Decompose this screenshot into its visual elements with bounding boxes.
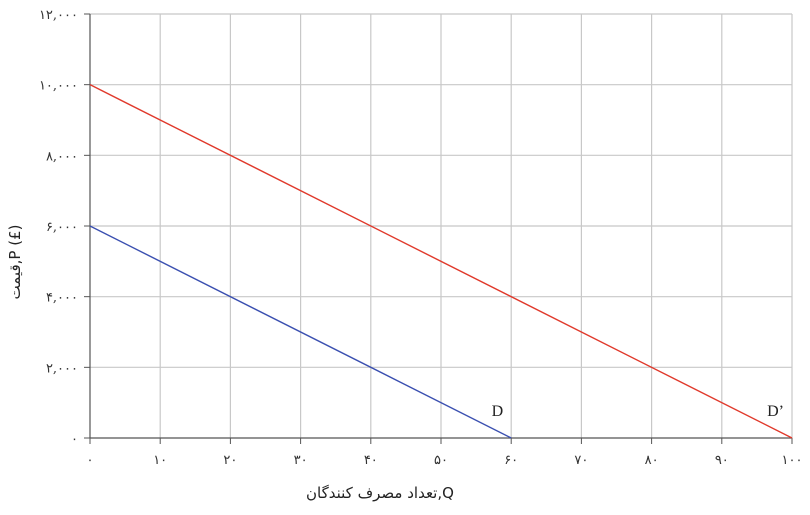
x-tick-label: ۴۰ (364, 453, 378, 468)
x-axis-title: Q,تعداد مصرف کنندگان (306, 484, 454, 502)
series-label-2: D’ (767, 403, 784, 420)
y-tick-label: ۱۲,۰۰۰ (39, 8, 78, 23)
y-axis-title: قیمت,P (£) (6, 225, 24, 300)
series-group (89, 84, 793, 439)
x-tick-label: ۹۰ (715, 453, 729, 468)
y-tick-label: ۴,۰۰۰ (46, 291, 78, 306)
series-labels: D D’ (492, 403, 784, 420)
grid (90, 13, 793, 438)
x-tick-label: ۸۰ (645, 453, 659, 468)
series-label-1: D (492, 403, 504, 420)
x-tick-label: ۵۰ (434, 453, 448, 468)
series-line-2 (89, 84, 793, 439)
x-tick-label: ۳۰ (294, 453, 308, 468)
x-tick-label: ۰ (87, 453, 94, 468)
x-tick-label: ۷۰ (574, 453, 588, 468)
series-line-1 (89, 225, 512, 439)
x-tick-label: ۲۰ (223, 453, 237, 468)
y-tick-label: ۶,۰۰۰ (46, 220, 78, 235)
y-tick-label: ۸,۰۰۰ (46, 149, 78, 164)
y-tick-label: ۰ (71, 432, 78, 447)
x-tick-label: ۱۰۰ (782, 453, 803, 468)
y-ticks: ۰ ۲,۰۰۰ ۴,۰۰۰ ۶,۰۰۰ ۸,۰۰۰ ۱۰,۰۰۰ ۱۲,۰۰۰ (39, 8, 90, 447)
x-tick-label: ۱۰ (153, 453, 167, 468)
y-tick-label: ۲,۰۰۰ (46, 361, 78, 376)
x-tick-label: ۶۰ (504, 453, 518, 468)
y-tick-label: ۱۰,۰۰۰ (39, 79, 78, 94)
x-ticks: ۰ ۱۰ ۲۰ ۳۰ ۴۰ ۵۰ ۶۰ ۷۰ ۸۰ ۹۰ ۱۰۰ (87, 438, 803, 468)
